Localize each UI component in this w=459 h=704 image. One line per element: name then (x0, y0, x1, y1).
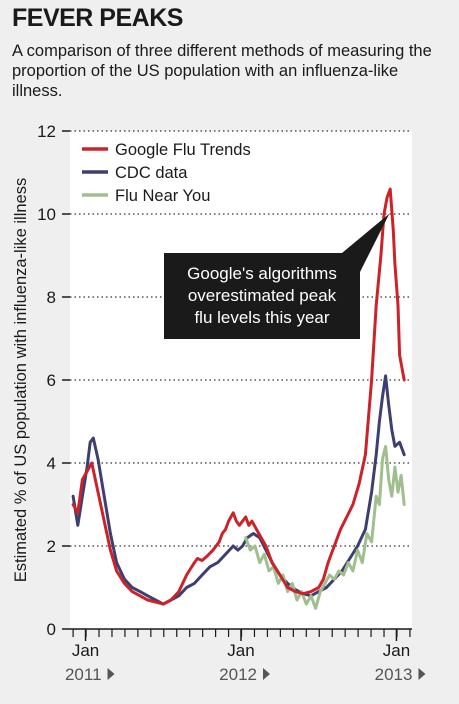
y-axis-label: Estimated % of US population with influe… (12, 178, 30, 582)
legend-label-2: Flu Near You (115, 187, 210, 205)
y-tick-label-6: 6 (47, 371, 56, 390)
x-tick-arrow-2011 (107, 668, 115, 680)
x-tick-year-2012: 2012 (219, 665, 257, 684)
chart-subtitle: A comparison of three different methods … (12, 42, 432, 100)
annotation-pointer (342, 213, 390, 272)
x-tick-arrow-2013 (418, 668, 426, 680)
y-tick-label-8: 8 (47, 288, 56, 307)
legend-label-0: Google Flu Trends (115, 141, 251, 159)
series-line-google-flu-trends (71, 187, 406, 606)
annotation-box (164, 253, 360, 339)
annotation-line-1: overestimated peak (188, 286, 337, 305)
y-tick-label-4: 4 (47, 454, 56, 473)
x-tick-year-2011: 2011 (65, 665, 102, 684)
annotation: Google's algorithms overestimated peak flu… (164, 213, 390, 339)
y-axis-ticks: 0 2 4 6 8 10 12 (37, 122, 70, 639)
y-tick-label-2: 2 (47, 537, 56, 556)
y-tick-label-10: 10 (37, 205, 56, 224)
legend-label-1: CDC data (115, 164, 188, 182)
x-tick-month-2012: Jan (227, 641, 254, 660)
annotation-line-2: flu levels this year (194, 308, 329, 327)
series-line-flu-near-you (244, 444, 406, 610)
x-tick-month-2013: Jan (383, 641, 410, 660)
x-axis: Jan 2011 Jan 2012 Jan 2013 (65, 628, 426, 684)
x-tick-year-2013: 2013 (375, 665, 413, 684)
y-tick-label-0: 0 (47, 620, 56, 639)
legend: Google Flu Trends CDC data Flu Near You (82, 141, 251, 205)
annotation-line-0: Google's algorithms (187, 264, 337, 283)
series-lines (71, 187, 406, 610)
chart-title: FEVER PEAKS (12, 4, 183, 32)
annotation-text: Google's algorithms overestimated peak flu… (187, 264, 337, 327)
y-tick-label-12: 12 (37, 122, 56, 141)
series-line-cdc-data (71, 374, 406, 606)
x-tick-arrow-2012 (263, 668, 270, 680)
x-tick-month-2011: Jan (72, 641, 99, 660)
